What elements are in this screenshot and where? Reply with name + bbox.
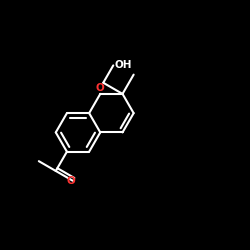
Text: OH: OH: [115, 60, 132, 70]
Text: O: O: [67, 176, 76, 186]
Text: O: O: [96, 83, 105, 93]
